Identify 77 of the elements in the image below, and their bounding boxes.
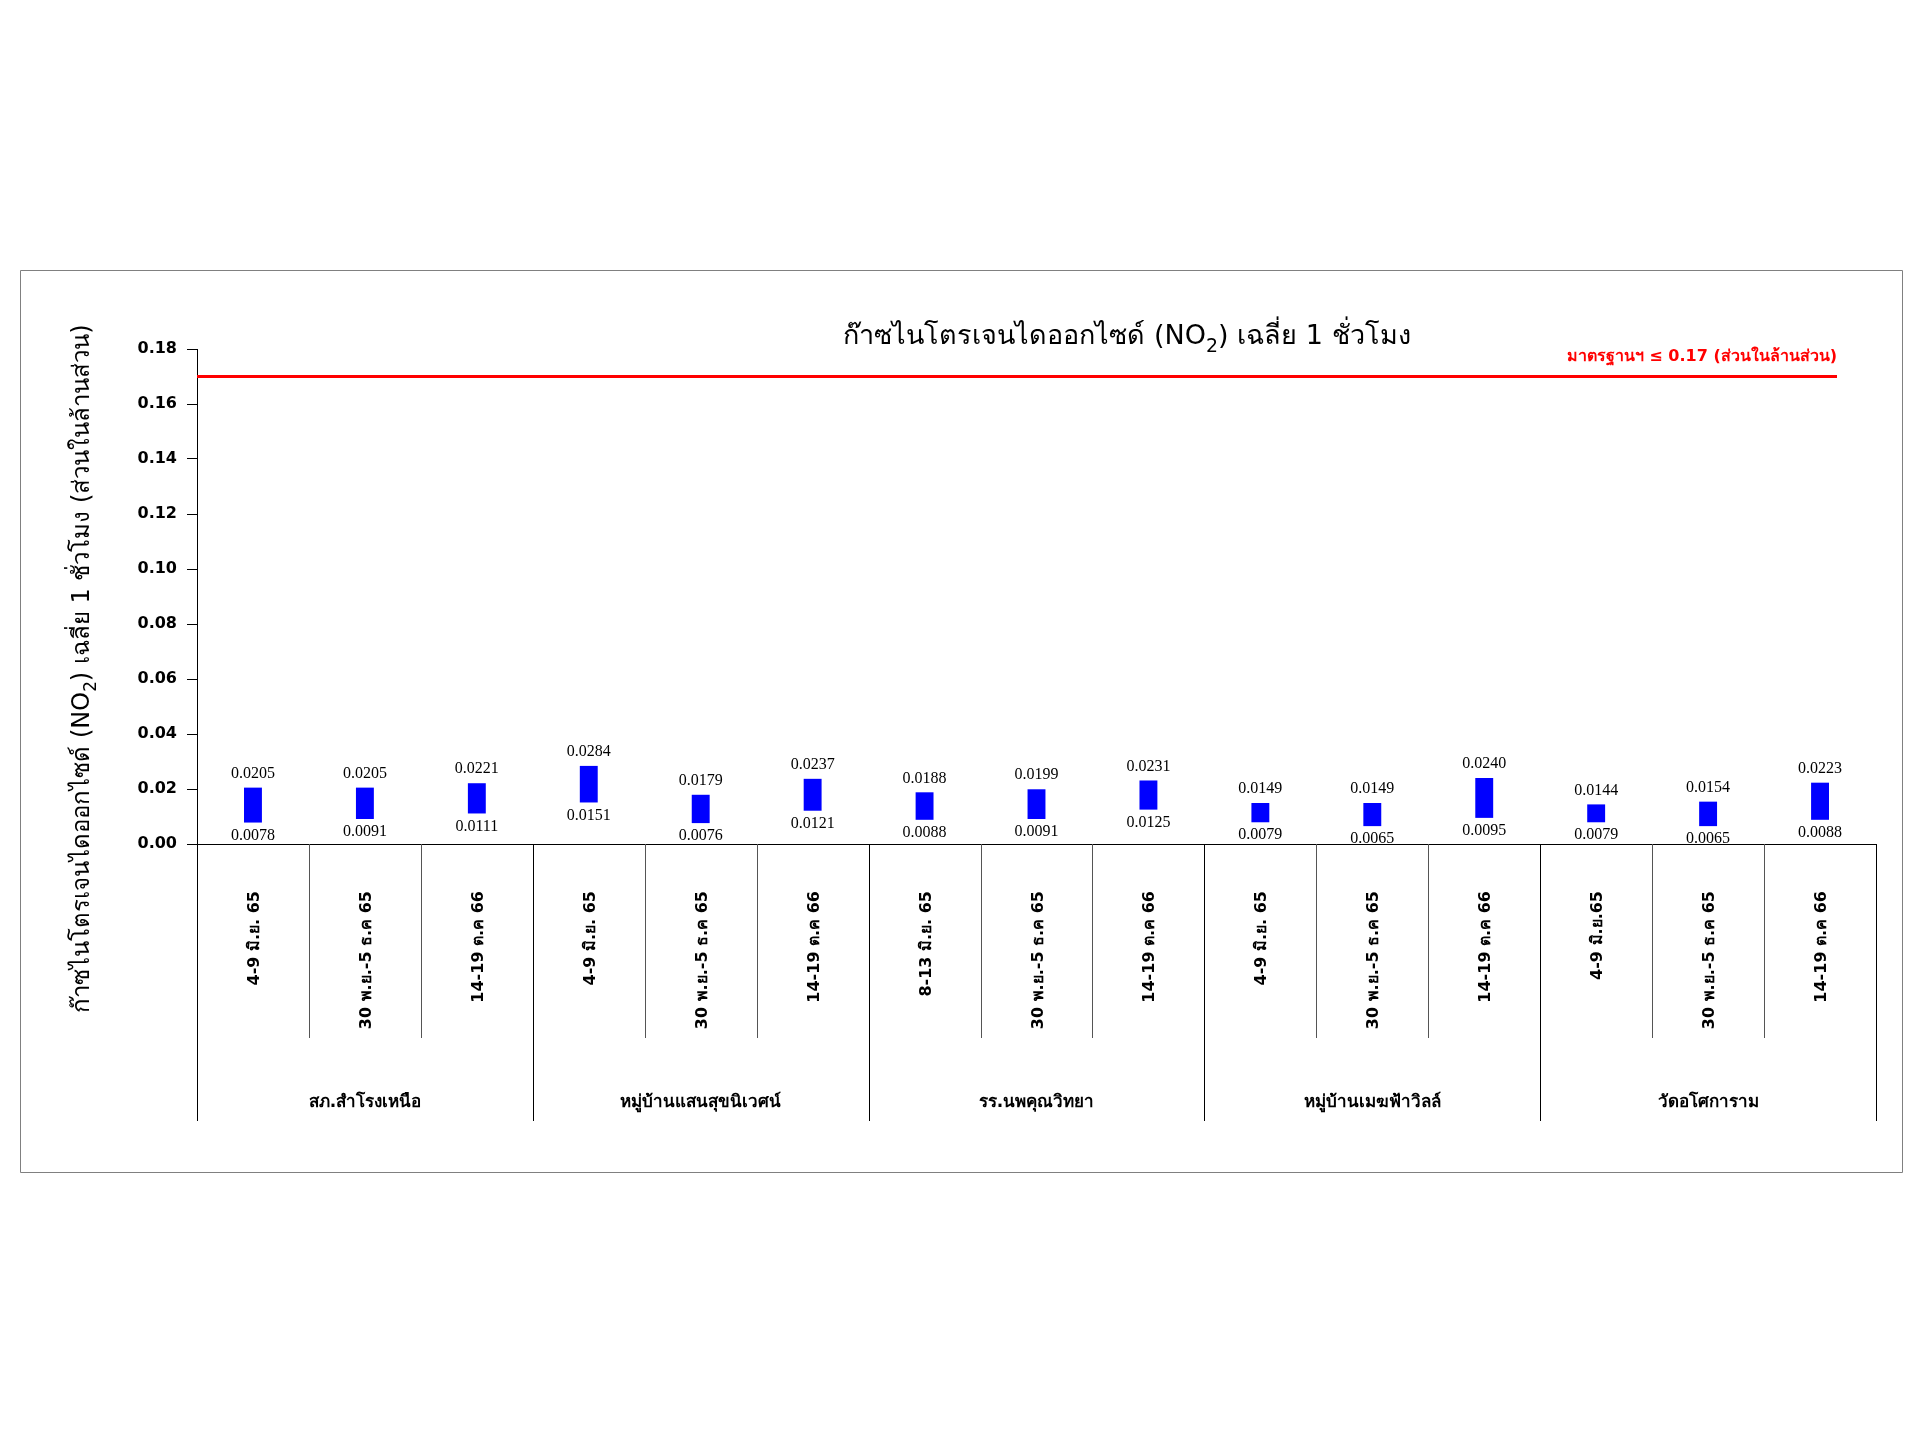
bar [1587, 804, 1606, 823]
ref-line-label: มาตรฐานฯ ≤ 0.17 (ส่วนในล้านส่วน) [1566, 345, 1837, 366]
annotation: 0.0111 [455, 816, 499, 834]
annotation: 0.0065 [1350, 829, 1395, 847]
bar [355, 787, 374, 819]
bar [1811, 782, 1829, 820]
annotation: 0.0091 [1014, 822, 1059, 840]
annotation: 0.0079 [1574, 825, 1619, 843]
text: วัดอโศการาม [1657, 1091, 1759, 1111]
x-tick-label: 4-9 มิ.ย.65 [1587, 890, 1607, 980]
bar [467, 783, 486, 814]
text: หมู่บ้านเมฆฟ้าวิลล์ [1303, 1091, 1441, 1113]
bar [915, 792, 934, 820]
text: สภ.สำโรงเหนือ [308, 1091, 422, 1111]
bar [1027, 789, 1046, 819]
x-tick-label: 30 พ.ย.-5 ธ.ค 65 [1027, 891, 1047, 1030]
annotation: 0.0151 [566, 805, 611, 823]
y-tick-label: 0.12 [137, 503, 177, 523]
x-tick-label: 4-9 มิ.ย. 65 [243, 891, 263, 986]
bar [1251, 803, 1270, 823]
annotation: 0.0199 [1014, 765, 1059, 783]
annotation: 0.0149 [1238, 779, 1283, 797]
annotation: 0.0205 [342, 763, 387, 781]
annotation: 0.0284 [566, 742, 611, 760]
bar [691, 794, 710, 824]
annotation: 0.0237 [790, 755, 835, 773]
annotation: 0.0125 [1126, 812, 1171, 830]
y-tick-label: 0.18 [137, 338, 177, 358]
bar [1363, 803, 1382, 827]
bar [1139, 780, 1158, 810]
y-tick-label: 0.04 [137, 723, 177, 743]
annotation: 0.0240 [1462, 754, 1507, 772]
x-tick-label: 14-19 ต.ค 66 [803, 891, 823, 1003]
annotation: 0.0223 [1798, 758, 1843, 776]
x-tick-label: 30 พ.ย.-5 ธ.ค 65 [355, 891, 375, 1030]
annotation: 0.0205 [230, 763, 275, 781]
annotation: 0.0154 [1686, 777, 1731, 795]
annotation: 0.0065 [1686, 829, 1731, 847]
y-axis-title: ก๊าซไนโตรเจนไดออกไซด์ (NO2) เฉลี่ย 1 ชั่วโมง (ส่วนในล้านส่วน) [64, 324, 101, 1013]
x-tick-label: 4-9 มิ.ย. 65 [579, 891, 599, 986]
y-tick-label: 0.10 [137, 558, 177, 578]
annotation: 0.0179 [678, 770, 723, 788]
text: รร.นพคุณวิทยา [978, 1091, 1095, 1112]
annotation: 0.0091 [342, 822, 387, 840]
x-tick-label: 30 พ.ย.-5 ธ.ค 65 [1363, 891, 1383, 1030]
annotation: 0.0144 [1574, 780, 1619, 798]
y-tick-label: 0.14 [137, 448, 177, 468]
y-tick-label: 0.02 [137, 778, 177, 798]
y-tick-label: 0.08 [137, 613, 177, 633]
text: หมู่บ้านแสนสุขนิเวศน์ [620, 1091, 782, 1113]
annotation: 0.0188 [902, 768, 947, 786]
annotation: 0.0121 [790, 813, 835, 831]
y-tick-label: 0.00 [137, 833, 177, 853]
y-tick-label: 0.16 [137, 393, 177, 413]
bar [579, 765, 598, 803]
annotation: 0.0149 [1350, 779, 1395, 797]
bar [244, 787, 262, 823]
bar [1475, 778, 1494, 818]
annotation: 0.0078 [230, 825, 275, 843]
x-tick-label: 14-19 ต.ค 66 [1811, 891, 1831, 1003]
bar [803, 778, 822, 811]
x-tick-label: 4-9 มิ.ย. 65 [1251, 891, 1271, 986]
y-tick-label: 0.06 [137, 668, 177, 688]
bar [1699, 801, 1718, 827]
annotation: 0.0221 [454, 759, 499, 777]
annotation: 0.0231 [1126, 756, 1171, 774]
x-tick-label: 30 พ.ย.-5 ธ.ค 65 [691, 891, 711, 1030]
annotation: 0.0076 [678, 826, 723, 844]
x-tick-label: 30 พ.ย.-5 ธ.ค 65 [1699, 891, 1719, 1030]
x-tick-label: 8-13 มิ.ย. 65 [915, 890, 935, 997]
x-tick-label: 14-19 ต.ค 66 [467, 891, 487, 1003]
x-tick-label: 14-19 ต.ค 66 [1475, 891, 1495, 1003]
annotation: 0.0079 [1238, 825, 1283, 843]
x-tick-label: 14-19 ต.ค 66 [1139, 891, 1159, 1003]
annotation: 0.0088 [1798, 823, 1843, 840]
annotation: 0.0095 [1462, 821, 1507, 839]
annotation: 0.0088 [902, 823, 947, 840]
